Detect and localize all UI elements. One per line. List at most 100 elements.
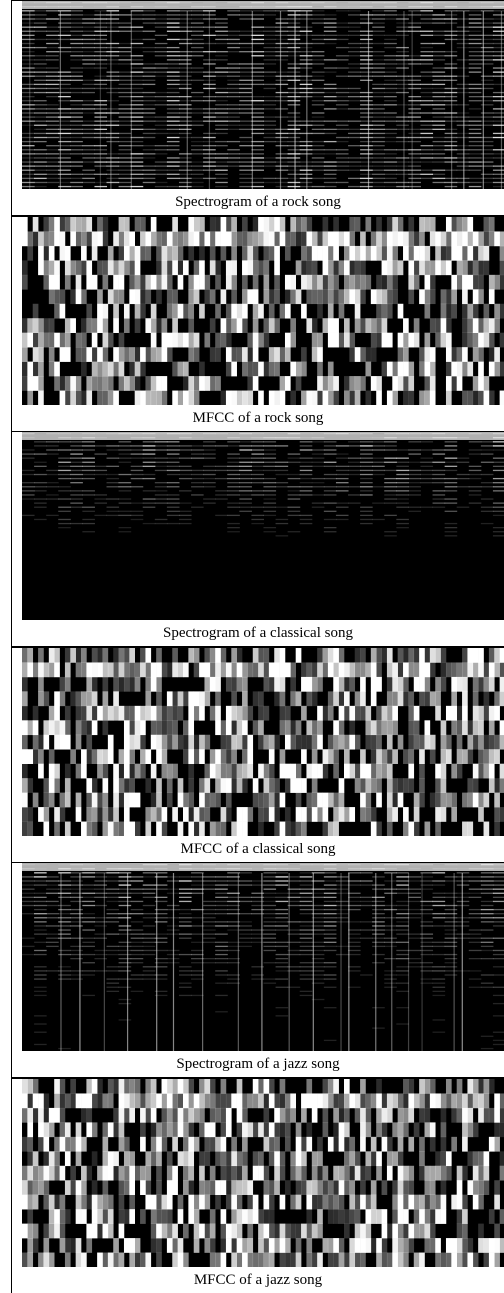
mfcc-cell <box>237 720 243 735</box>
mfcc-cell <box>113 231 119 246</box>
spectrogram-texture <box>46 116 59 117</box>
mfcc-cell <box>253 648 259 663</box>
spectrogram-texture <box>493 1003 504 1004</box>
spectrogram-texture <box>264 84 277 85</box>
spectrogram-texture <box>384 141 397 142</box>
spectrogram-texture <box>215 498 228 499</box>
spectrogram-texture <box>360 80 373 81</box>
spectrogram-texture <box>372 929 385 930</box>
spectrogram-texture <box>360 174 373 175</box>
spectrogram-texture <box>251 18 264 19</box>
spectrogram-texture <box>22 47 35 48</box>
spectrogram-texture <box>336 470 349 471</box>
mfcc-cell <box>49 361 55 376</box>
spectrogram-texture <box>348 897 361 898</box>
spectrogram-texture <box>445 925 458 926</box>
spectrogram-texture <box>167 498 180 499</box>
spectrogram-texture <box>264 453 277 454</box>
spectrogram-texture <box>22 946 35 947</box>
spectrogram-texture <box>227 88 240 89</box>
spectrogram-texture <box>324 527 337 528</box>
mfcc-cell <box>489 274 495 289</box>
mfcc-cell <box>301 821 307 835</box>
mfcc-cell <box>49 217 55 232</box>
spectrogram-texture <box>155 161 168 162</box>
spectrogram-texture <box>420 474 433 475</box>
mfcc-cell <box>387 1136 393 1151</box>
spectrogram-texture <box>300 63 313 64</box>
spectrogram-texture <box>167 170 180 171</box>
spectrogram-texture <box>481 486 494 487</box>
mfcc-cell <box>172 217 178 232</box>
spectrogram-texture <box>58 889 71 890</box>
mfcc-cell <box>344 705 350 720</box>
mfcc-cell <box>344 749 350 764</box>
mfcc-cell <box>425 662 431 677</box>
spectrogram-texture <box>360 145 373 146</box>
spectrogram-texture <box>457 145 470 146</box>
spectrogram-texture <box>288 10 301 11</box>
mfcc-cell <box>489 648 495 663</box>
spectrogram-texture <box>408 494 421 495</box>
mfcc-cell <box>49 1107 55 1122</box>
spectrogram-texture <box>251 178 264 179</box>
mfcc-cell <box>231 705 237 720</box>
mfcc-cell <box>269 289 275 304</box>
spectrogram-texture <box>58 458 71 459</box>
spectrogram-texture <box>384 47 397 48</box>
spectrogram-texture <box>324 43 337 44</box>
mfcc-cell <box>242 807 248 822</box>
spectrogram-texture <box>276 145 289 146</box>
spectrogram-texture <box>384 76 397 77</box>
spectrogram-texture <box>300 970 313 971</box>
mfcc-cell <box>398 303 404 318</box>
mfcc-cell <box>500 303 504 318</box>
mfcc-cell <box>323 1079 329 1094</box>
mfcc-cell <box>33 217 39 232</box>
mfcc-cell <box>204 691 210 706</box>
spectrogram-texture <box>336 55 349 56</box>
mfcc-cell <box>162 807 168 822</box>
mfcc-cell <box>49 705 55 720</box>
spectrogram-texture <box>58 897 71 898</box>
mfcc-cell <box>306 289 312 304</box>
spectrogram-texture <box>469 178 482 179</box>
mfcc-cell <box>280 231 286 246</box>
mfcc-cell <box>371 749 377 764</box>
spectrogram-texture <box>372 486 385 487</box>
mfcc-cell <box>54 648 60 663</box>
spectrogram-texture <box>239 137 252 138</box>
spectrogram-texture <box>34 121 47 122</box>
mfcc-cell <box>376 792 382 807</box>
spectrogram-texture <box>481 880 494 881</box>
mfcc-cell <box>76 691 82 706</box>
mfcc-cell <box>269 1122 275 1137</box>
mfcc-cell <box>167 274 173 289</box>
spectrogram-texture <box>251 482 264 483</box>
spectrogram-texture <box>457 938 470 939</box>
spectrogram-texture <box>348 133 361 134</box>
spectrogram-texture <box>493 1015 504 1016</box>
spectrogram-texture <box>46 35 59 36</box>
mfcc-cell <box>333 648 339 663</box>
spectrogram-texture <box>420 100 433 101</box>
spectrogram-texture <box>215 958 228 959</box>
spectrogram-texture <box>167 71 180 72</box>
mfcc-cell <box>419 662 425 677</box>
mfcc-cell <box>473 347 479 362</box>
spectrogram-texture <box>22 893 35 894</box>
spectrogram-texture <box>167 133 180 134</box>
spectrogram-texture <box>348 494 361 495</box>
mfcc-cell <box>108 807 114 822</box>
mfcc-cell <box>49 231 55 246</box>
mfcc-cell <box>129 245 135 260</box>
mfcc-cell <box>54 705 60 720</box>
mfcc-cell <box>81 763 87 778</box>
mfcc-cell <box>484 1079 490 1094</box>
mfcc-cell <box>312 260 318 275</box>
mfcc-cell <box>484 303 490 318</box>
spectrogram-texture <box>457 43 470 44</box>
spectrogram-texture <box>82 178 95 179</box>
mfcc-cell <box>167 231 173 246</box>
mfcc-cell <box>435 821 441 835</box>
